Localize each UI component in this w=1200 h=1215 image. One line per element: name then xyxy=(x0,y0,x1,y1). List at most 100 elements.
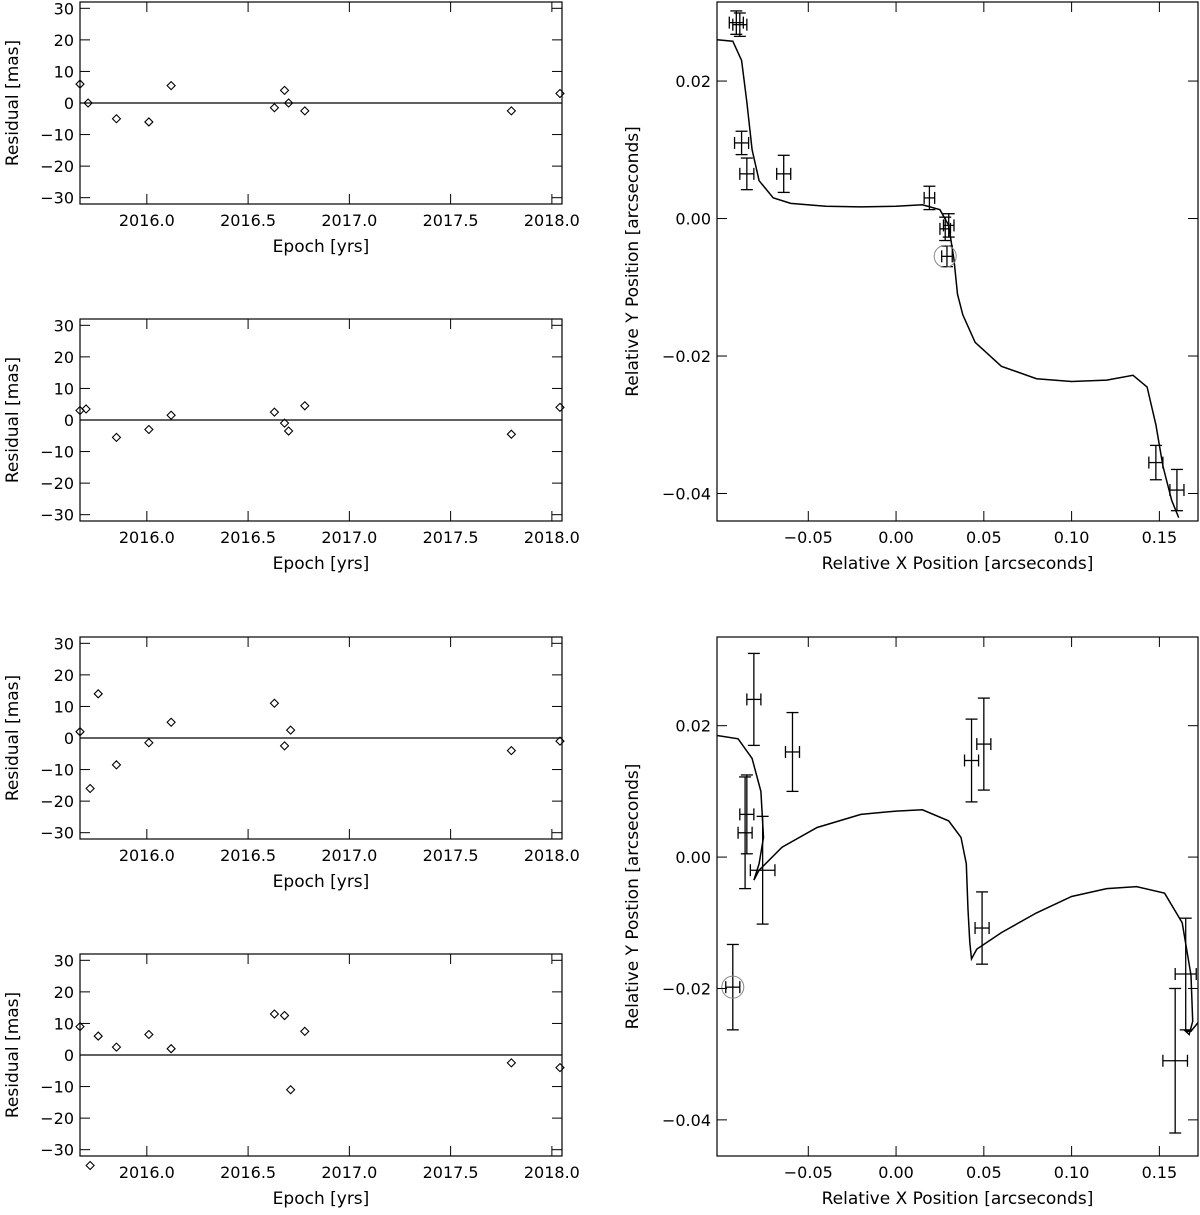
data-point xyxy=(111,432,122,443)
data-point xyxy=(285,1084,296,1095)
y-tick-label: −30 xyxy=(40,1141,74,1160)
data-point xyxy=(555,736,565,746)
y-axis-label: Residual [mas] xyxy=(3,992,23,1118)
y-tick-label: 0 xyxy=(64,729,74,748)
y-axis-label: Residual [mas] xyxy=(3,675,23,801)
data-point xyxy=(300,106,310,116)
data-point xyxy=(269,407,280,417)
x-tick-label: 2017.5 xyxy=(423,211,479,230)
y-tick-label: 0.02 xyxy=(675,72,711,91)
data-point xyxy=(144,737,154,748)
y-tick-label: 20 xyxy=(54,348,74,367)
data-point xyxy=(269,1009,280,1019)
y-tick-label: −20 xyxy=(40,474,74,493)
data-point xyxy=(1174,917,1197,1031)
y-tick-label: 0.00 xyxy=(675,848,711,867)
y-tick-label: 30 xyxy=(54,951,74,970)
data-point xyxy=(739,774,755,855)
y-tick-label: −0.02 xyxy=(662,347,711,366)
x-tick-label: 2016.5 xyxy=(220,528,276,547)
plot-frame xyxy=(716,636,1199,1157)
x-tick-label: 2016.5 xyxy=(220,1163,276,1182)
x-tick-label: 2017.5 xyxy=(423,846,479,865)
y-tick-label: 30 xyxy=(54,0,74,18)
x-tick-label: 2016.5 xyxy=(220,211,276,230)
data-point xyxy=(269,102,280,113)
y-tick-label: 20 xyxy=(54,666,74,685)
data-point xyxy=(300,1026,310,1037)
y-tick-label: 0 xyxy=(64,1046,74,1065)
residual-panel: 2016.0 2016.5 2017.0 2017.5 2018.0 −30 −20 −10 0… xyxy=(3,634,580,892)
x-tick-label: 2017.0 xyxy=(321,1163,377,1182)
data-point xyxy=(111,114,122,124)
data-point xyxy=(83,98,93,108)
x-tick-label: 2018.0 xyxy=(524,846,580,865)
y-axis-label: Residual [mas] xyxy=(3,357,23,483)
data-point xyxy=(166,410,176,421)
y-tick-label: −10 xyxy=(40,443,74,462)
data-point xyxy=(506,106,517,116)
y-tick-label: 0 xyxy=(64,94,74,113)
y-axis-label: Relative Y Postion [arcseconds] xyxy=(623,764,643,1030)
orbit-model-curve xyxy=(717,734,1198,1036)
data-point xyxy=(111,1042,122,1052)
data-point xyxy=(85,783,95,794)
x-tick-label: 0.05 xyxy=(966,528,1002,547)
data-point xyxy=(940,245,953,268)
data-point xyxy=(279,418,290,428)
x-tick-label: −0.05 xyxy=(784,528,833,547)
data-point xyxy=(279,85,290,96)
data-point xyxy=(300,401,310,411)
x-tick-label: 2016.0 xyxy=(119,846,175,865)
y-tick-label: 20 xyxy=(54,983,74,1002)
y-tick-label: 30 xyxy=(54,634,74,653)
orbit-panel: −0.05 0.00 0.05 0.10 0.15 −0.04 −0.02 0.00 0.02 R… xyxy=(623,1,1199,574)
data-point xyxy=(285,725,296,735)
y-tick-label: −20 xyxy=(40,157,74,176)
data-point xyxy=(81,404,91,414)
y-tick-label: −20 xyxy=(40,1109,74,1128)
orbit-panel: −0.05 0.00 0.05 0.10 0.15 −0.04 −0.02 0.00 0.02 R… xyxy=(623,636,1199,1209)
y-tick-label: −20 xyxy=(40,792,74,811)
residual-panel: 2016.0 2016.5 2017.0 2017.5 2018.0 −30 −20 −10 0… xyxy=(3,951,580,1209)
residual-panel: 2016.0 2016.5 2017.0 2017.5 2018.0 −30 −20 −10 0… xyxy=(3,316,580,574)
x-tick-label: 2017.0 xyxy=(321,211,377,230)
y-tick-label: −0.04 xyxy=(662,1111,711,1130)
data-point xyxy=(283,426,294,436)
y-axis-label: Relative Y Position [arcseconds] xyxy=(623,126,643,396)
y-tick-label: −10 xyxy=(40,1078,74,1097)
data-point xyxy=(923,185,936,211)
x-tick-label: 0.00 xyxy=(878,528,914,547)
data-point xyxy=(144,424,154,435)
y-axis-label: Residual [mas] xyxy=(3,40,23,166)
y-tick-label: 20 xyxy=(54,31,74,50)
data-point xyxy=(1148,444,1164,481)
x-tick-label: 0.15 xyxy=(1142,528,1178,547)
x-tick-label: −0.05 xyxy=(784,1163,833,1182)
data-point xyxy=(725,943,741,1031)
data-point xyxy=(279,1010,290,1021)
data-point xyxy=(144,117,154,127)
data-point xyxy=(746,652,762,747)
y-tick-label: −0.02 xyxy=(662,979,711,998)
data-point xyxy=(942,213,955,238)
data-point xyxy=(976,697,992,791)
data-point xyxy=(737,776,753,890)
x-tick-label: 0.00 xyxy=(878,1163,914,1182)
data-point xyxy=(506,745,517,756)
y-tick-label: 10 xyxy=(54,379,74,398)
y-tick-label: 10 xyxy=(54,697,74,716)
plot-frame xyxy=(716,1,1199,522)
data-point xyxy=(739,157,755,191)
y-tick-label: −30 xyxy=(40,506,74,525)
data-point xyxy=(1169,468,1185,512)
highlight-circle xyxy=(933,244,957,268)
data-point xyxy=(279,741,290,751)
residual-panel: 2016.0 2016.5 2017.0 2017.5 2018.0 −30 −20 −10 0… xyxy=(3,0,580,257)
y-tick-label: 0.02 xyxy=(675,717,711,736)
x-tick-label: 2017.0 xyxy=(321,528,377,547)
x-tick-label: 0.15 xyxy=(1142,1163,1178,1182)
x-tick-label: 2016.0 xyxy=(119,1163,175,1182)
y-tick-label: −10 xyxy=(40,126,74,145)
